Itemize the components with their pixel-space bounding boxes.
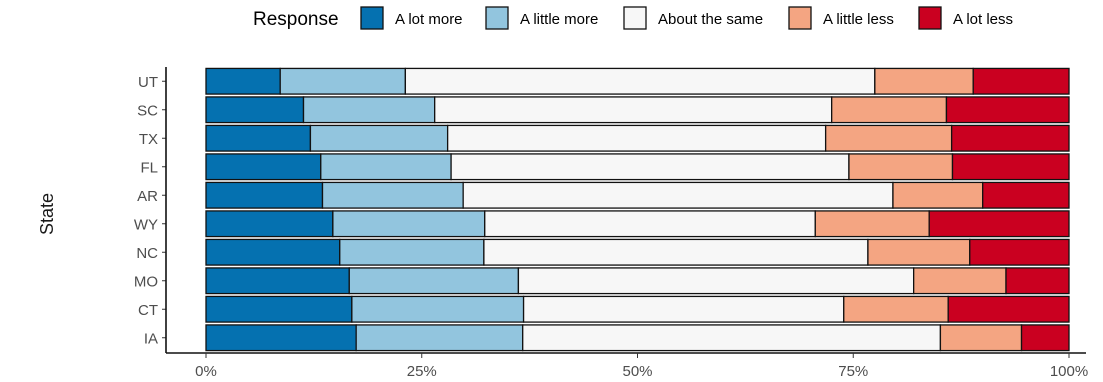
- bar-segment-ia-a-little-less: [939, 324, 1023, 352]
- bar-segment-ct-a-little-more: [351, 295, 525, 323]
- legend-key-a-lot-more: [360, 6, 384, 30]
- x-tick-label-50: 50%: [622, 363, 652, 380]
- bar-segment-ut-a-lot-less: [972, 67, 1070, 95]
- bar-segment-tx-a-little-less: [824, 124, 953, 152]
- legend-label-a-little-more: A little more: [520, 11, 598, 28]
- bar-segment-nc-a-little-more: [339, 238, 485, 266]
- legend-key-a-little-less: [788, 6, 812, 30]
- bar-segment-sc-a-little-less: [831, 96, 948, 124]
- bar-segment-wy-a-little-less: [814, 210, 930, 238]
- legend-key-a-lot-less: [918, 6, 942, 30]
- bar-segment-nc-a-lot-more: [205, 238, 341, 266]
- bar-segment-ut-a-lot-more: [205, 67, 281, 95]
- y-axis: UT SC TX FL AR WY NC MO CT IA: [134, 67, 167, 353]
- bar-segment-nc-a-little-less: [867, 238, 971, 266]
- bar-segment-sc-a-little-more: [302, 96, 436, 124]
- bar-segment-ar-a-little-less: [892, 181, 984, 209]
- x-tick-label-0: 0%: [195, 363, 217, 380]
- bar-segment-ar-a-little-more: [321, 181, 464, 209]
- y-tick-label-ut: UT: [138, 74, 158, 91]
- y-tick-label-ct: CT: [138, 302, 158, 319]
- legend-label-about-the-same: About the same: [658, 11, 763, 28]
- y-tick-label-ia: IA: [144, 330, 158, 347]
- x-tick-label-100: 100%: [1050, 363, 1088, 380]
- legend-key-a-little-more: [485, 6, 509, 30]
- y-tick-label-fl: FL: [140, 159, 158, 176]
- bar-segment-ut-a-little-more: [279, 67, 407, 95]
- bar-segment-sc-a-lot-less: [945, 96, 1070, 124]
- bar-segment-ut-a-little-less: [874, 67, 974, 95]
- bar-segment-tx-a-lot-less: [950, 124, 1070, 152]
- bar-segment-fl-a-little-less: [848, 153, 954, 181]
- bar-segment-ct-a-lot-less: [947, 295, 1070, 323]
- bar-segment-ia-about-the-same: [522, 324, 942, 352]
- bar-segment-wy-a-lot-more: [205, 210, 334, 238]
- legend: Response A lot more A little more About th…: [253, 6, 1013, 30]
- bar-segment-mo-a-lot-less: [1005, 267, 1070, 295]
- bar-segment-fl-a-lot-less: [951, 153, 1070, 181]
- y-axis-title: State: [37, 193, 57, 235]
- bar-segment-ar-about-the-same: [462, 181, 894, 209]
- plot-area: [205, 67, 1070, 352]
- bar-segment-ar-a-lot-more: [205, 181, 324, 209]
- bar-segment-wy-a-lot-less: [928, 210, 1070, 238]
- bar-segment-ia-a-little-more: [355, 324, 524, 352]
- bar-segment-mo-a-little-less: [913, 267, 1007, 295]
- bar-segment-mo-a-little-more: [348, 267, 520, 295]
- bar-segment-sc-about-the-same: [434, 96, 833, 124]
- bar-segment-wy-a-little-more: [332, 210, 486, 238]
- bar-segment-tx-a-little-more: [309, 124, 449, 152]
- x-tick-label-75: 75%: [838, 363, 868, 380]
- bar-segment-ct-a-little-less: [843, 295, 949, 323]
- bar-segment-mo-a-lot-more: [205, 267, 350, 295]
- bar-segment-nc-a-lot-less: [969, 238, 1070, 266]
- legend-title: Response: [253, 9, 339, 30]
- bar-segment-ar-a-lot-less: [982, 181, 1070, 209]
- y-tick-label-mo: MO: [134, 273, 158, 290]
- bar-segment-nc-about-the-same: [483, 238, 869, 266]
- bar-segment-fl-about-the-same: [450, 153, 850, 181]
- bar-segment-ut-about-the-same: [404, 67, 876, 95]
- y-tick-label-ar: AR: [137, 188, 158, 205]
- y-tick-label-sc: SC: [137, 102, 158, 119]
- bar-segment-tx-a-lot-more: [205, 124, 312, 152]
- legend-key-about-the-same: [623, 6, 647, 30]
- bar-segment-tx-about-the-same: [446, 124, 827, 152]
- bar-segment-wy-about-the-same: [484, 210, 816, 238]
- legend-label-a-little-less: A little less: [823, 11, 894, 28]
- y-tick-label-tx: TX: [139, 131, 158, 148]
- bar-segment-sc-a-lot-more: [205, 96, 305, 124]
- legend-label-a-lot-less: A lot less: [953, 11, 1013, 28]
- x-axis: 0% 25% 50% 75% 100%: [166, 352, 1088, 380]
- y-tick-label-wy: WY: [134, 216, 158, 233]
- bar-segment-fl-a-lot-more: [205, 153, 322, 181]
- bar-segment-ct-a-lot-more: [205, 295, 353, 323]
- x-tick-label-25: 25%: [407, 363, 437, 380]
- y-tick-label-nc: NC: [136, 245, 158, 262]
- bar-segment-ia-a-lot-less: [1020, 324, 1070, 352]
- bar-segment-ct-about-the-same: [522, 295, 845, 323]
- bar-segment-ia-a-lot-more: [205, 324, 357, 352]
- legend-label-a-lot-more: A lot more: [395, 11, 463, 28]
- bar-segment-fl-a-little-more: [320, 153, 452, 181]
- bar-segment-mo-about-the-same: [517, 267, 915, 295]
